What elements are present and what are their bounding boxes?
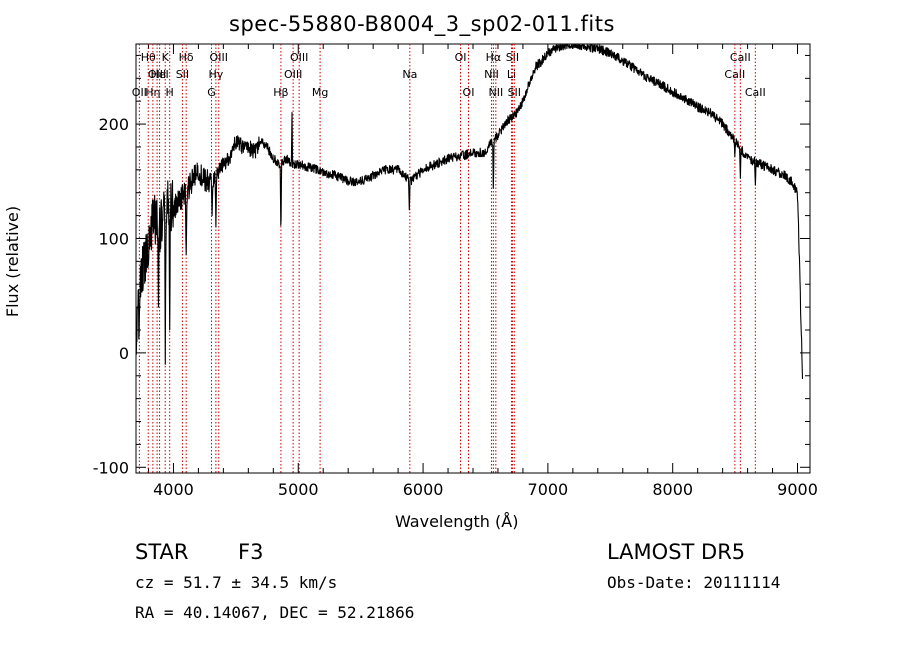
object-class: STAR bbox=[135, 540, 189, 564]
line-marker-label: Hα bbox=[486, 51, 502, 64]
x-tick-label: 5000 bbox=[278, 480, 319, 499]
y-tick-label: 200 bbox=[98, 115, 129, 134]
line-marker-label: CaII bbox=[724, 68, 745, 81]
line-marker-label: OI bbox=[463, 86, 475, 99]
x-axis-label: Wavelength (Å) bbox=[395, 512, 519, 531]
line-marker-label: Hγ bbox=[208, 68, 223, 81]
line-marker-label: Hβ bbox=[273, 86, 288, 99]
line-marker-label: Hθ bbox=[141, 51, 156, 64]
survey-name: LAMOST DR5 bbox=[607, 540, 746, 564]
line-marker-label: SII bbox=[506, 51, 519, 64]
line-marker-label: HeI bbox=[150, 68, 168, 81]
y-tick-label: -100 bbox=[93, 458, 129, 477]
spectral-subclass: F3 bbox=[238, 540, 264, 564]
x-tick-label: 6000 bbox=[403, 480, 444, 499]
axes: 4000 5000 6000 7000 8000 9000 -100 0 100 200 bbox=[93, 43, 818, 499]
x-tick-label: 9000 bbox=[777, 480, 818, 499]
x-tick-label: 8000 bbox=[652, 480, 693, 499]
spectrum-line bbox=[135, 44, 804, 380]
line-marker-label: Mg bbox=[312, 86, 328, 99]
line-marker-label: Hδ bbox=[179, 51, 194, 64]
x-tick-label: 7000 bbox=[528, 480, 569, 499]
line-marker-label: G bbox=[207, 86, 216, 99]
line-marker-label: Na bbox=[402, 68, 417, 81]
y-tick-label: 0 bbox=[119, 344, 129, 363]
line-marker-label: H bbox=[166, 86, 174, 99]
line-marker-label: SII bbox=[508, 86, 521, 99]
line-marker-label: OII bbox=[132, 86, 147, 99]
chart-title: spec-55880-B8004_3_sp02-011.fits bbox=[229, 12, 615, 36]
line-marker-label: Li bbox=[507, 68, 516, 81]
line-marker-label: CaII bbox=[745, 86, 766, 99]
line-marker-label: OIII bbox=[290, 51, 308, 64]
redshift-text: cz = 51.7 ± 34.5 km/s bbox=[135, 573, 338, 592]
line-marker-group: OIIHθHηOIIIHeIKHSIIHδGHγOIIIHβOIIIOIIIMg… bbox=[132, 44, 766, 473]
line-marker-label: OIII bbox=[284, 68, 302, 81]
line-marker-label: OIII bbox=[210, 51, 228, 64]
series-group bbox=[135, 44, 804, 380]
x-tick-label: 4000 bbox=[153, 480, 194, 499]
line-marker-label: CaII bbox=[730, 51, 751, 64]
line-marker-label: NII bbox=[484, 68, 499, 81]
y-tick-label: 100 bbox=[98, 229, 129, 248]
line-marker-label: OI bbox=[455, 51, 467, 64]
line-marker-label: NII bbox=[488, 86, 503, 99]
observation-date: Obs-Date: 20111114 bbox=[607, 573, 781, 592]
line-marker-label: Hη bbox=[145, 86, 160, 99]
coordinates-text: RA = 40.14067, DEC = 52.21866 bbox=[135, 603, 415, 622]
line-marker-label: OIII bbox=[148, 68, 166, 81]
line-marker-label: K bbox=[162, 51, 170, 64]
line-marker-label: SII bbox=[176, 68, 189, 81]
y-axis-label: Flux (relative) bbox=[3, 205, 23, 318]
